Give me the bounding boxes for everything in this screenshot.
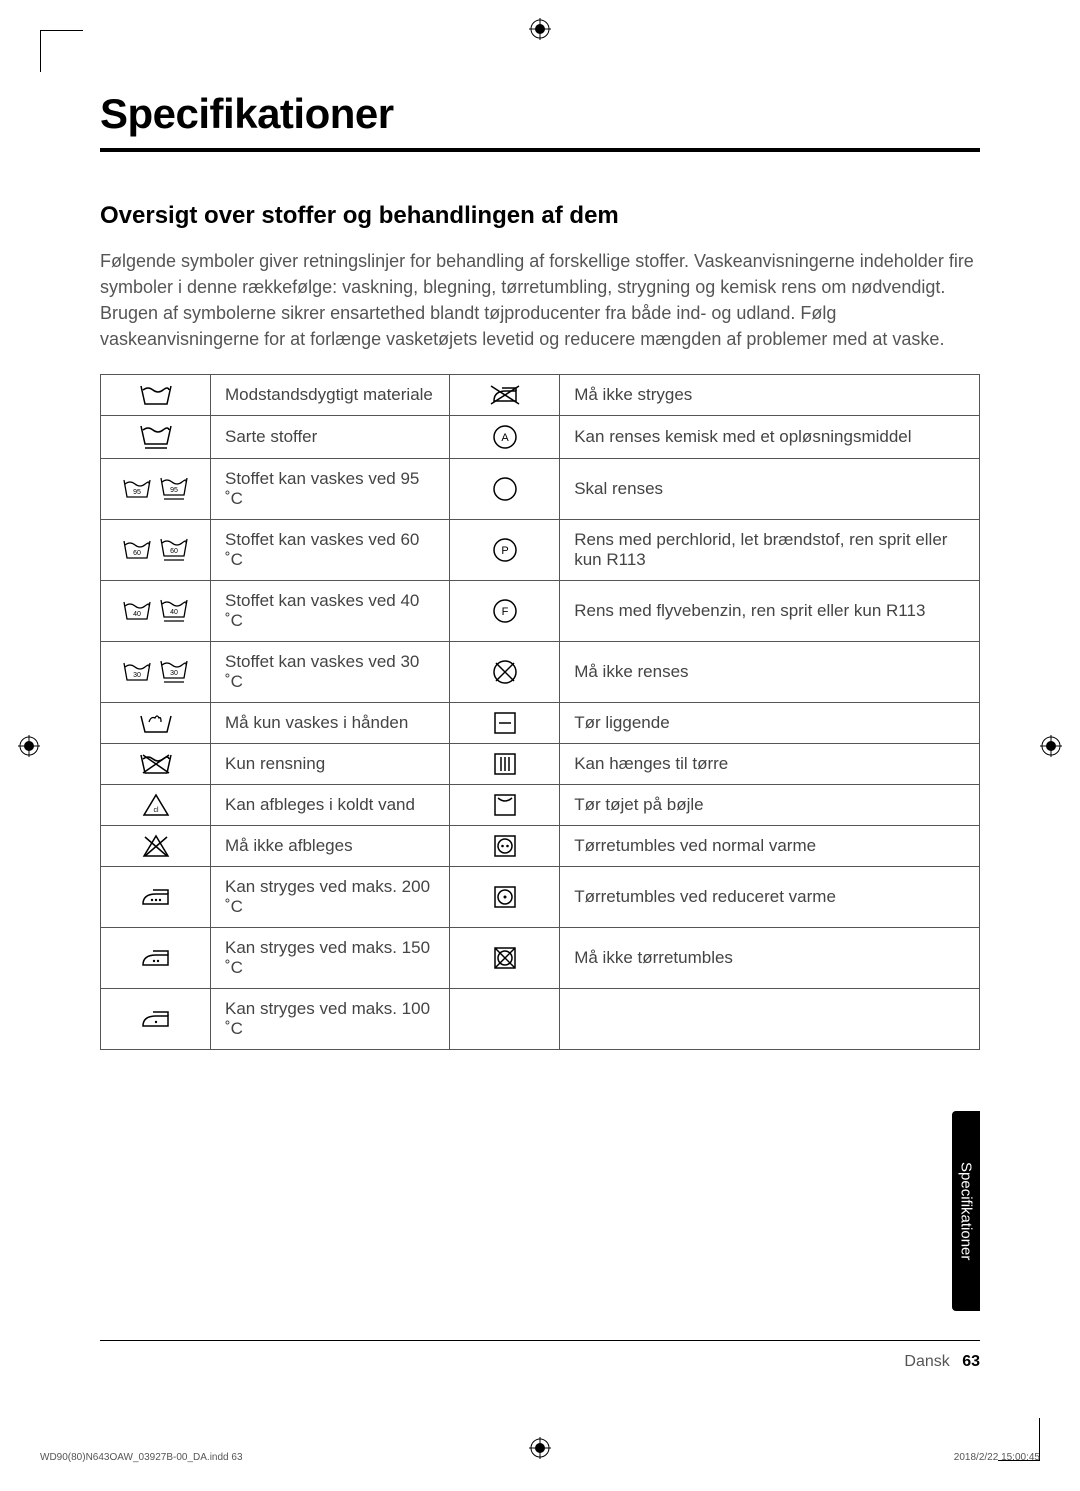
table-row: Kan stryges ved maks. 200 ˚C Tørretumble… — [101, 867, 980, 928]
cell-text: Må ikke afbleges — [211, 826, 450, 867]
svg-text:F: F — [501, 606, 508, 618]
print-footer-left: WD90(80)N643OAW_03927B-00_DA.indd 63 — [40, 1452, 243, 1463]
page-number-label: Dansk 63 — [904, 1353, 980, 1371]
print-footer-right: 2018/2/22 15:00:45 — [954, 1452, 1040, 1463]
cell-text: Tørretumbles ved normal varme — [560, 826, 980, 867]
dryclean-blank-icon — [450, 459, 560, 520]
tumble-low-icon — [450, 867, 560, 928]
dryclean-p-icon: P — [450, 520, 560, 581]
no-bleach-icon — [101, 826, 211, 867]
svg-text:30: 30 — [133, 672, 141, 679]
intro-paragraph: Følgende symboler giver retningslinjer f… — [100, 248, 980, 352]
table-row: 95 95 Stoffet kan vaskes ved 95 ˚C Skal … — [101, 459, 980, 520]
cell-text: Stoffet kan vaskes ved 95 ˚C — [211, 459, 450, 520]
table-row: 60 60 Stoffet kan vaskes ved 60 ˚C P Ren… — [101, 520, 980, 581]
cell-text: Rens med perchlorid, let brændstof, ren … — [560, 520, 980, 581]
page-language: Dansk — [904, 1353, 949, 1370]
no-iron-icon — [450, 375, 560, 416]
wash-normal-icon — [101, 375, 211, 416]
cell-text — [560, 989, 980, 1050]
cell-text: Modstandsdygtigt materiale — [211, 375, 450, 416]
iron-med-icon — [101, 928, 211, 989]
dry-flat-icon — [450, 703, 560, 744]
table-row: Må ikke afbleges Tørretumbles ved normal… — [101, 826, 980, 867]
cell-text: Tørretumbles ved reduceret varme — [560, 867, 980, 928]
cell-text: Stoffet kan vaskes ved 40 ˚C — [211, 581, 450, 642]
cell-text: Kan hænges til tørre — [560, 744, 980, 785]
cell-text: Tør liggende — [560, 703, 980, 744]
drip-dry-icon — [450, 744, 560, 785]
dryclean-f-icon: F — [450, 581, 560, 642]
cell-text: Må ikke tørretumbles — [560, 928, 980, 989]
bleach-icon: cl — [101, 785, 211, 826]
svg-text:60: 60 — [170, 548, 178, 555]
cell-text: Kan afbleges i koldt vand — [211, 785, 450, 826]
svg-text:60: 60 — [133, 550, 141, 557]
table-row: Må kun vaskes i hånden Tør liggende — [101, 703, 980, 744]
cell-text: Kan stryges ved maks. 100 ˚C — [211, 989, 450, 1050]
page-title: Specifikationer — [100, 90, 980, 152]
cell-text: Rens med flyvebenzin, ren sprit eller ku… — [560, 581, 980, 642]
section-subtitle: Oversigt over stoffer og behandlingen af… — [100, 202, 980, 230]
line-dry-icon — [450, 785, 560, 826]
table-row: Kan stryges ved maks. 100 ˚C — [101, 989, 980, 1050]
footer-rule — [100, 1340, 980, 1341]
no-wash-icon — [101, 744, 211, 785]
cell-text: Må ikke renses — [560, 642, 980, 703]
tumble-normal-icon — [450, 826, 560, 867]
svg-text:A: A — [501, 432, 509, 444]
cell-text: Kan stryges ved maks. 200 ˚C — [211, 867, 450, 928]
no-dryclean-icon — [450, 642, 560, 703]
table-row: Kun rensning Kan hænges til tørre — [101, 744, 980, 785]
cell-text: Kan renses kemisk med et opløsningsmidde… — [560, 416, 980, 459]
cell-text: Skal renses — [560, 459, 980, 520]
wash-95-icon: 95 95 — [101, 459, 211, 520]
wash-60-icon: 60 60 — [101, 520, 211, 581]
table-row: 40 40 Stoffet kan vaskes ved 40 ˚C F Ren… — [101, 581, 980, 642]
svg-text:95: 95 — [133, 489, 141, 496]
cell-text: Sarte stoffer — [211, 416, 450, 459]
svg-text:40: 40 — [170, 609, 178, 616]
wash-30-icon: 30 30 — [101, 642, 211, 703]
cell-text: Stoffet kan vaskes ved 60 ˚C — [211, 520, 450, 581]
page-content: Specifikationer Oversigt over stoffer og… — [0, 0, 1080, 1491]
table-row: Modstandsdygtigt materiale Må ikke stryg… — [101, 375, 980, 416]
svg-text:95: 95 — [170, 487, 178, 494]
table-row: cl Kan afbleges i koldt vand Tør tøjet p… — [101, 785, 980, 826]
empty-icon — [450, 989, 560, 1050]
cell-text: Kan stryges ved maks. 150 ˚C — [211, 928, 450, 989]
dryclean-a-icon: A — [450, 416, 560, 459]
cell-text: Må ikke stryges — [560, 375, 980, 416]
cell-text: Tør tøjet på bøjle — [560, 785, 980, 826]
cell-text: Må kun vaskes i hånden — [211, 703, 450, 744]
wash-delicate-icon — [101, 416, 211, 459]
page-number: 63 — [962, 1353, 980, 1370]
wash-40-icon: 40 40 — [101, 581, 211, 642]
table-row: 30 30 Stoffet kan vaskes ved 30 ˚C Må ik… — [101, 642, 980, 703]
cell-text: Stoffet kan vaskes ved 30 ˚C — [211, 642, 450, 703]
fabric-care-table: Modstandsdygtigt materiale Må ikke stryg… — [100, 374, 980, 1050]
svg-text:P: P — [501, 545, 508, 557]
svg-text:cl: cl — [153, 807, 159, 814]
no-tumble-icon — [450, 928, 560, 989]
cell-text: Kun rensning — [211, 744, 450, 785]
svg-text:30: 30 — [170, 670, 178, 677]
table-row: Kan stryges ved maks. 150 ˚C Må ikke tør… — [101, 928, 980, 989]
handwash-icon — [101, 703, 211, 744]
side-tab: Specifikationer — [952, 1111, 980, 1311]
table-row: Sarte stoffer A Kan renses kemisk med et… — [101, 416, 980, 459]
svg-text:40: 40 — [133, 611, 141, 618]
iron-low-icon — [101, 989, 211, 1050]
iron-high-icon — [101, 867, 211, 928]
